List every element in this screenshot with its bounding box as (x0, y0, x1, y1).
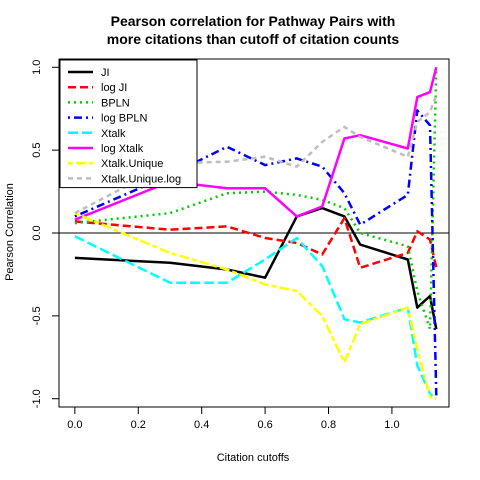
y-tick-label-0: -1.0 (31, 389, 43, 408)
y-axis-label: Pearson Correlation (4, 183, 16, 281)
legend-label-4: Xtalk (101, 128, 126, 140)
x-tick-label-1: 0.2 (131, 419, 146, 431)
x-tick-label-3: 0.6 (257, 419, 272, 431)
legend-box (59, 59, 198, 189)
chart-title: Pearson correlation for Pathway Pairs wi… (111, 13, 396, 29)
legend-label-0: JI (101, 67, 110, 79)
x-axis-label: Citation cutoffs (217, 452, 290, 464)
x-tick-label-4: 0.8 (321, 419, 336, 431)
legend-label-5: log Xtalk (101, 143, 144, 155)
series-line-1 (74, 216, 438, 270)
legend: JI log JI BPLN log BPLN Xtalk log Xtalk Xtalk.… (59, 59, 198, 189)
series-line-7 (74, 95, 438, 215)
x-tick-label-5: 1.0 (384, 419, 399, 431)
y-tick-label-2: 0.0 (31, 225, 43, 240)
legend-label-3: log BPLN (101, 113, 148, 125)
chart-subtitle: more citations than cutoff of citation c… (107, 31, 400, 47)
y-tick-label-1: -0.5 (31, 306, 43, 325)
x-tick-label-0: 0.0 (67, 419, 82, 431)
series-line-2 (74, 67, 438, 331)
plot-layer (59, 66, 449, 400)
legend-label-2: BPLN (101, 97, 130, 109)
legend-label-7: Xtalk.Unique.log (101, 173, 181, 185)
series-line-5 (74, 66, 438, 221)
y-tick-label-3: 0.5 (31, 142, 43, 157)
legend-label-1: log JI (101, 82, 127, 94)
axes-layer: 0.0 0.2 0.4 0.6 0.8 1.0 -1.0 -0.5 0.0 0.5 1.0 (31, 58, 450, 431)
series-line-4 (74, 235, 438, 400)
series-line-6 (74, 211, 437, 400)
series-line-3 (74, 109, 438, 396)
legend-label-6: Xtalk.Unique (101, 158, 163, 170)
y-tick-label-4: 1.0 (31, 60, 43, 75)
series-line-0 (74, 206, 438, 330)
x-tick-label-2: 0.4 (194, 419, 209, 431)
